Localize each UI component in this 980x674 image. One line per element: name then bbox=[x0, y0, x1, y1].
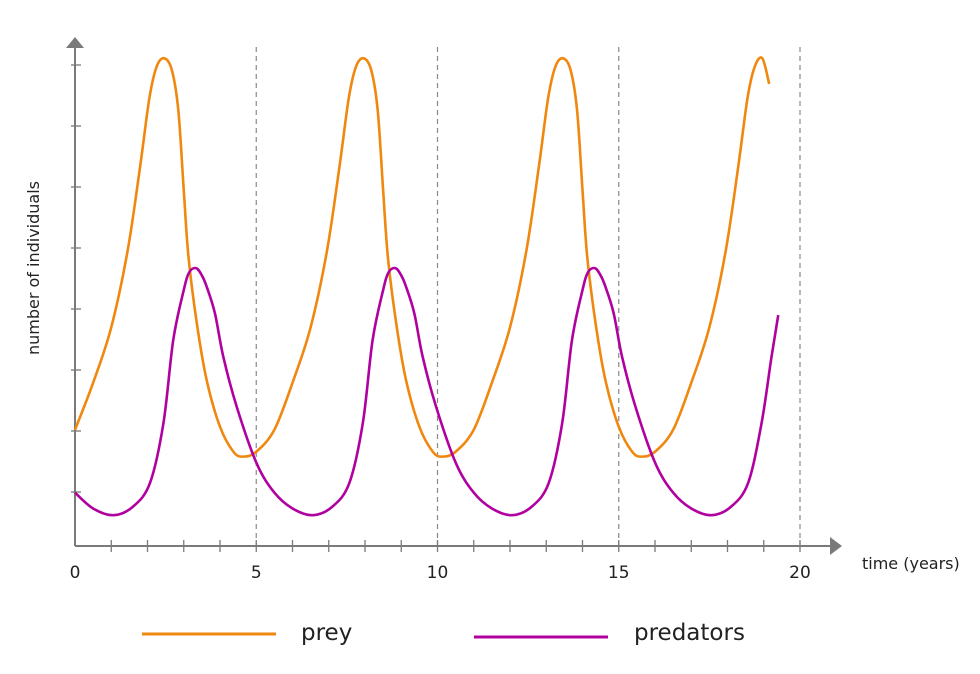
series-line-predators bbox=[74, 266, 780, 517]
x-tick-labels: 0 5 10 15 20 bbox=[70, 563, 811, 583]
x-tick-label-10: 10 bbox=[427, 563, 449, 583]
y-axis-label: number of individuals bbox=[24, 181, 43, 355]
legend-label-predators: predators bbox=[634, 620, 745, 646]
legend-label-prey: prey bbox=[301, 620, 352, 646]
series-line-prey bbox=[73, 56, 771, 458]
x-tick-label-5: 5 bbox=[251, 563, 262, 583]
x-tick-label-0: 0 bbox=[70, 563, 81, 583]
x-tick-label-20: 20 bbox=[789, 563, 811, 583]
y-axis-arrow-icon bbox=[66, 37, 84, 48]
ticks bbox=[71, 64, 801, 552]
gridlines bbox=[255, 47, 801, 546]
series bbox=[73, 56, 780, 517]
axes bbox=[66, 37, 842, 555]
x-axis-arrow-icon bbox=[830, 537, 842, 555]
legend: prey predators bbox=[142, 620, 745, 646]
x-axis-label: time (years) bbox=[862, 554, 960, 573]
x-tick-label-15: 15 bbox=[608, 563, 630, 583]
